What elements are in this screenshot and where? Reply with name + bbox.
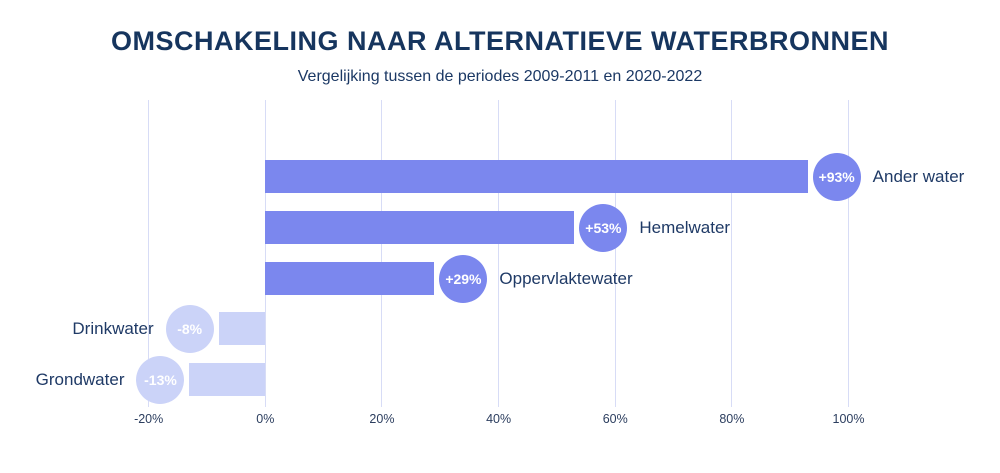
x-tick-label: -20% xyxy=(134,412,164,426)
chart-subtitle: Vergelijking tussen de periodes 2009-201… xyxy=(297,68,703,85)
bar-drinkwater xyxy=(218,312,266,345)
bar-ander-water xyxy=(265,160,808,193)
category-label-grondwater: Grondwater xyxy=(35,369,125,389)
x-tick-label: 60% xyxy=(602,412,628,426)
gridline xyxy=(381,100,383,407)
value-badge-ander-water: +93% xyxy=(812,152,861,201)
value-badge-oppervlaktewater: +29% xyxy=(439,254,488,303)
gridline xyxy=(731,100,733,407)
category-label-oppervlaktewater: Oppervlaktewater xyxy=(499,268,633,288)
chart-title: OMSCHAKELING NAAR ALTERNATIEVE WATERBRON… xyxy=(111,26,889,56)
value-badge-hemelwater: +53% xyxy=(579,203,628,252)
x-tick-label: 0% xyxy=(256,412,275,426)
category-label-hemelwater: Hemelwater xyxy=(639,217,731,237)
bar-grondwater xyxy=(189,363,266,396)
category-label-drinkwater: Drinkwater xyxy=(72,318,154,338)
x-tick-label: 80% xyxy=(719,412,745,426)
x-tick-label: 100% xyxy=(832,412,865,426)
bar-oppervlaktewater xyxy=(265,262,435,295)
gridline xyxy=(264,100,266,407)
gridline xyxy=(848,100,849,407)
gridline xyxy=(148,100,150,407)
bar-hemelwater xyxy=(265,211,575,244)
gridline xyxy=(498,100,500,407)
value-badge-drinkwater: -8% xyxy=(165,304,214,353)
x-tick-label: 20% xyxy=(369,412,395,426)
gridline xyxy=(614,100,616,407)
category-label-ander-water: Ander water xyxy=(872,166,965,186)
x-tick-label: 40% xyxy=(486,412,512,426)
value-badge-grondwater: -13% xyxy=(136,355,185,404)
